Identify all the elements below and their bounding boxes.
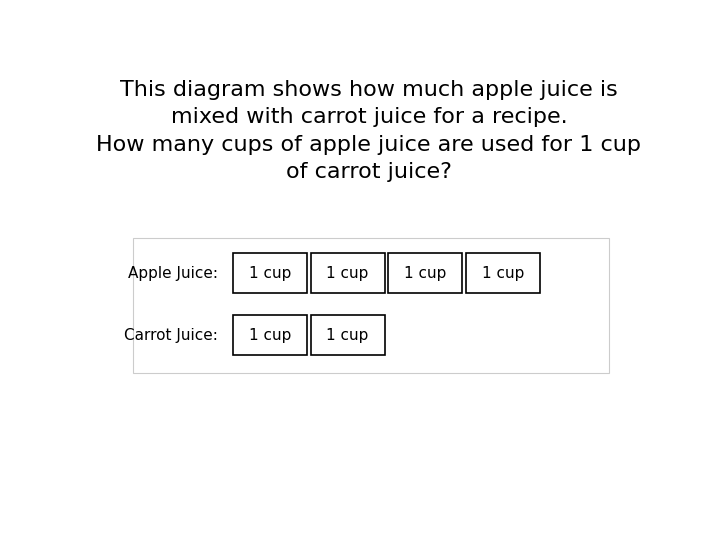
Text: 1 cup: 1 cup xyxy=(326,266,369,281)
Bar xyxy=(233,315,307,355)
Text: Apple Juice:: Apple Juice: xyxy=(128,266,218,281)
Bar xyxy=(311,315,384,355)
Bar xyxy=(311,253,384,294)
Text: 1 cup: 1 cup xyxy=(249,328,292,342)
Text: Carrot Juice:: Carrot Juice: xyxy=(124,328,218,342)
Bar xyxy=(132,238,609,373)
Text: 1 cup: 1 cup xyxy=(249,266,292,281)
Bar xyxy=(233,253,307,294)
Text: 1 cup: 1 cup xyxy=(482,266,524,281)
Bar xyxy=(466,253,539,294)
Bar xyxy=(388,253,462,294)
Text: This diagram shows how much apple juice is
mixed with carrot juice for a recipe.: This diagram shows how much apple juice … xyxy=(96,80,642,182)
Text: 1 cup: 1 cup xyxy=(326,328,369,342)
Text: 1 cup: 1 cup xyxy=(404,266,446,281)
